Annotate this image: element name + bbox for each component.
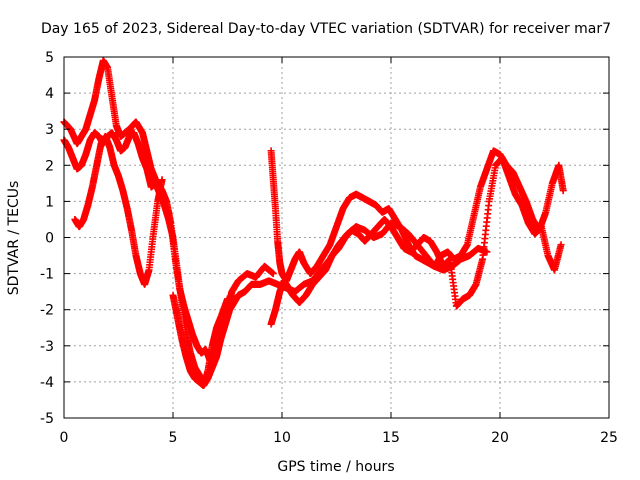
axis-ticks: 0 5 10 15 20 25 -5 -4 -3 -2 -1 0 1 2 3 4 5 — [40, 50, 618, 446]
chart-title: Day 165 of 2023, Sidereal Day-to-day VTE… — [41, 21, 611, 37]
series-track-3 — [71, 132, 166, 288]
x-tick-label: 10 — [273, 430, 291, 446]
y-tick-label: 4 — [45, 86, 54, 102]
data-point — [158, 176, 166, 184]
y-tick-label: 2 — [45, 158, 54, 174]
y-tick-label: -5 — [40, 411, 54, 427]
series-track-1 — [60, 57, 277, 364]
y-tick-label: -2 — [40, 303, 54, 319]
y-tick-label: -4 — [40, 375, 54, 391]
y-tick-label: 3 — [45, 122, 54, 138]
y-tick-label: 1 — [45, 194, 54, 210]
x-axis-label: GPS time / hours — [277, 459, 394, 475]
x-tick-label: 5 — [169, 430, 178, 446]
y-axis-label: SDTVAR / TECUs — [6, 181, 22, 296]
y-tick-label: 5 — [45, 50, 54, 66]
data-point — [483, 248, 491, 256]
x-tick-label: 0 — [60, 430, 69, 446]
y-tick-label: -3 — [40, 339, 54, 355]
data-point — [559, 187, 567, 195]
x-tick-label: 15 — [382, 430, 400, 446]
y-tick-label: 0 — [45, 231, 54, 247]
y-tick-label: -1 — [40, 267, 54, 283]
data-points — [60, 57, 567, 390]
data-point — [224, 295, 231, 303]
x-tick-label: 25 — [600, 430, 618, 446]
data-point — [557, 241, 565, 249]
x-tick-label: 20 — [491, 430, 509, 446]
series-track-6 — [267, 154, 565, 328]
data-point — [269, 270, 277, 278]
